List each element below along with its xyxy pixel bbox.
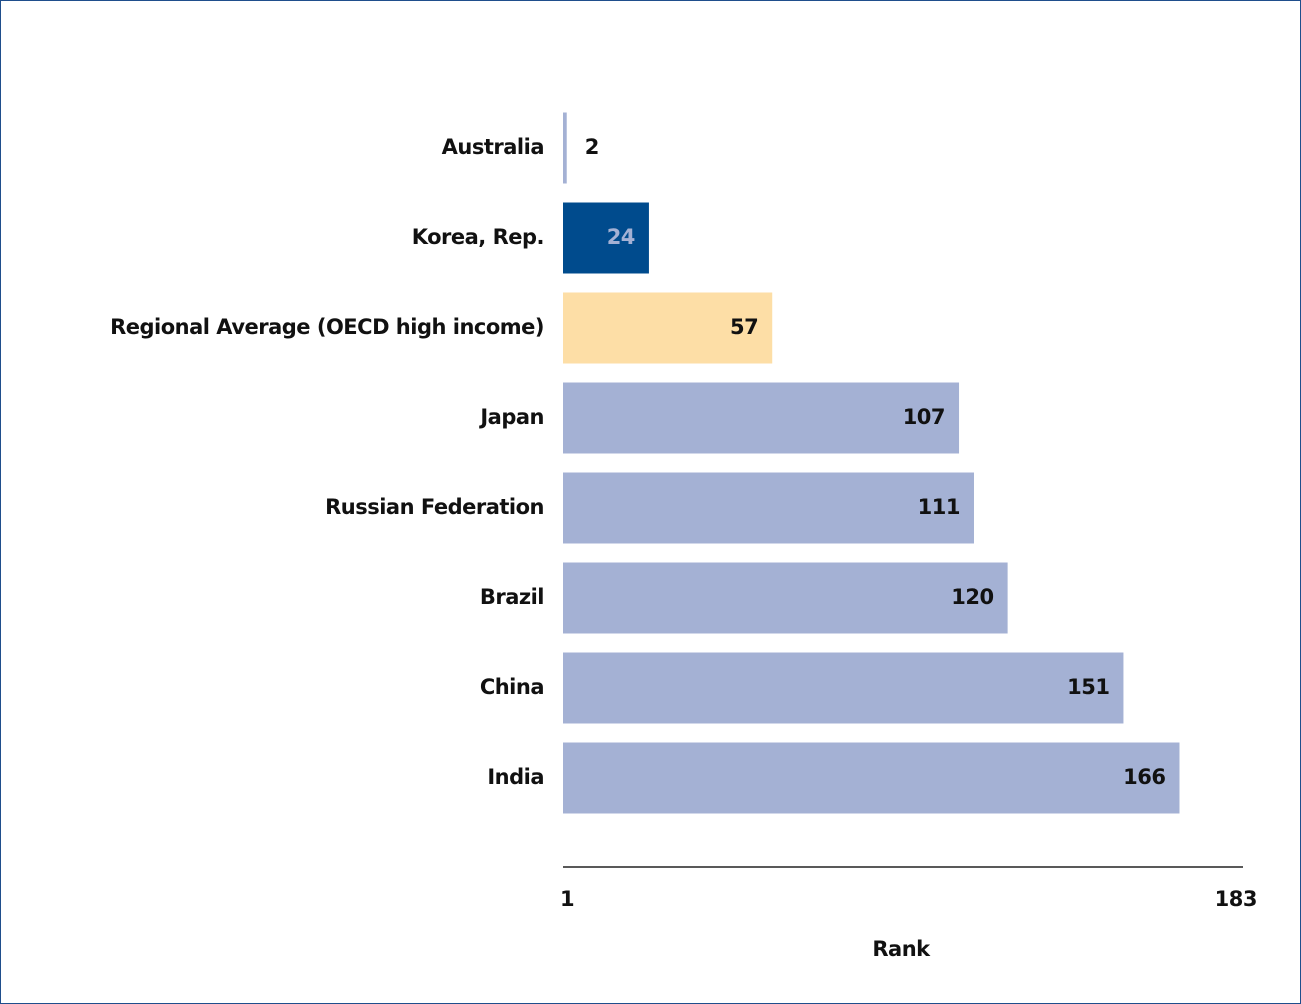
y-tick-label: Regional Average (OECD high income) [110,315,544,339]
data-label: 151 [1067,675,1109,699]
y-tick-label: China [480,675,544,699]
data-label: 57 [730,315,758,339]
bar [563,112,567,184]
y-tick-label: Brazil [480,585,544,609]
data-label: 166 [1123,765,1165,789]
x-tick-label: 1 [560,887,574,911]
y-tick-label: Korea, Rep. [412,225,544,249]
bar [563,202,649,274]
bar [563,742,1180,814]
bar [563,562,1008,634]
y-tick-label: Russian Federation [325,495,544,519]
y-tick-label: Australia [442,135,544,159]
bar [563,382,960,454]
x-tick-label: 183 [1215,887,1257,911]
data-label: 111 [918,495,960,519]
data-label: 2 [585,135,599,159]
bar [563,472,974,544]
data-label: 120 [951,585,993,609]
bar [563,652,1124,724]
x-axis-label: Rank [872,937,931,961]
bar [563,292,773,364]
y-tick-label: Japan [478,405,544,429]
data-label: 107 [903,405,945,429]
data-label: 24 [607,225,635,249]
y-tick-label: India [487,765,544,789]
